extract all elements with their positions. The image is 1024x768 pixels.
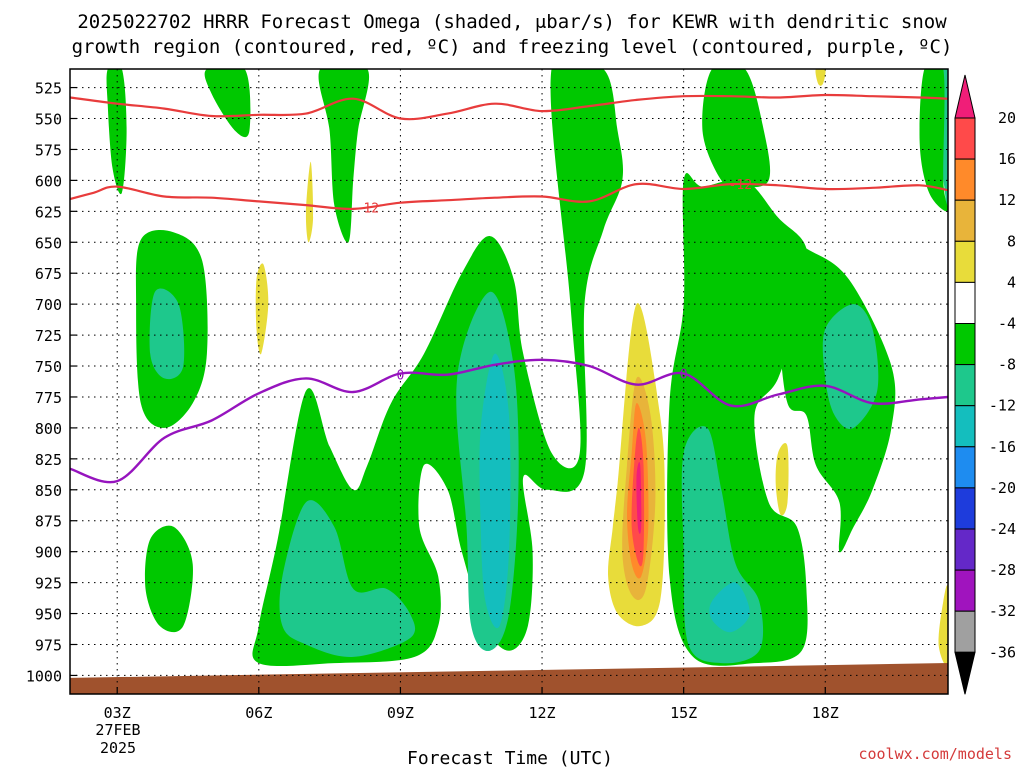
dgz-upper-contour — [70, 93, 948, 121]
y-tick-label-950: 950 — [35, 606, 62, 624]
omega-region-27 — [938, 585, 948, 666]
omega-region-22 — [636, 462, 642, 534]
contour-layer: -12 -12 0 0 — [70, 93, 948, 484]
y-tick-label-600: 600 — [35, 172, 62, 190]
colorbar-label-1: 16 — [998, 150, 1016, 168]
freezing-level-contour — [70, 358, 948, 484]
omega-region-8 — [479, 353, 511, 629]
credit-link[interactable]: coolwx.com/models — [858, 745, 1012, 763]
terrain-surface — [70, 663, 948, 694]
omega-region-0 — [106, 69, 127, 195]
chart-title-line-2: growth region (contoured, red, ºC) and f… — [72, 36, 953, 58]
y-tick-label-550: 550 — [35, 111, 62, 129]
grid-layer — [70, 69, 948, 694]
colorbar-bin-3 — [954, 240, 976, 283]
x-tick-label-18Z: 18Z — [812, 704, 839, 722]
colorbar-label-6: -8 — [998, 356, 1016, 374]
colorbar-bin-6 — [954, 364, 976, 407]
colorbar-label-10: -24 — [989, 520, 1016, 538]
y-tick-label-525: 525 — [35, 80, 62, 98]
colorbar-bin-2 — [954, 199, 976, 242]
omega-region-17 — [919, 69, 948, 212]
y-tick-label-675: 675 — [35, 265, 62, 283]
y-tick-label-850: 850 — [35, 482, 62, 500]
omega-region-13 — [702, 69, 771, 188]
y-tick-label-650: 650 — [35, 234, 62, 252]
y-tick-label-575: 575 — [35, 141, 62, 159]
colorbar-bin-10 — [954, 528, 976, 571]
omega-region-25 — [775, 443, 789, 516]
omega-region-26 — [815, 69, 826, 86]
colorbar-label-13: -36 — [989, 643, 1016, 661]
plot-area: -12 -12 0 0 525 550 575 600 625 650 675 700 725 750 7… — [26, 68, 949, 722]
x-tick-label-06Z: 06Z — [245, 704, 272, 722]
chart-title-line-1: 2025022702 HRRR Forecast Omega (shaded, … — [77, 11, 947, 33]
colorbar-label-9: -20 — [989, 479, 1016, 497]
omega-region-2 — [149, 288, 185, 380]
y-tick-label-875: 875 — [35, 513, 62, 531]
colorbar-bin-8 — [954, 446, 976, 489]
x-sublabel-date: 27FEB — [95, 721, 140, 739]
colorbar-bin-12 — [954, 610, 976, 653]
colorbar-bin-7 — [954, 405, 976, 448]
colorbar-bin-1 — [954, 158, 976, 201]
colorbar-bin-5 — [954, 323, 976, 366]
dgz-minus12-contour — [70, 182, 948, 211]
x-tick-label-12Z: 12Z — [528, 704, 555, 722]
x-axis-title: Forecast Time (UTC) — [407, 748, 613, 768]
colorbar-label-8: -16 — [989, 438, 1016, 456]
omega-region-23 — [305, 161, 314, 243]
y-tick-label-825: 825 — [35, 451, 62, 469]
colorbar-bin-11 — [954, 569, 976, 612]
plot-frame — [69, 68, 949, 695]
contour-label-minus12-a: -12 — [356, 202, 379, 217]
y-tick-label-800: 800 — [35, 420, 62, 438]
y-tick-label-900: 900 — [35, 544, 62, 562]
colorbar-label-3: 8 — [1007, 232, 1016, 250]
omega-region-9 — [318, 69, 370, 243]
y-tick-label-700: 700 — [35, 296, 62, 314]
colorbar-label-11: -28 — [989, 561, 1016, 579]
colorbar-label-7: -12 — [989, 397, 1016, 415]
axis-layer: 525 550 575 600 625 650 675 700 725 750 775 800 825 8… — [26, 80, 839, 722]
contour-label-zero-b: 0 — [680, 367, 688, 382]
colorbar-label-5: -4 — [998, 315, 1016, 333]
y-tick-label-625: 625 — [35, 203, 62, 221]
colorbar-label-2: 12 — [998, 191, 1016, 209]
y-tick-label-975: 975 — [35, 636, 62, 654]
colorbar-bin-9 — [954, 487, 976, 530]
omega-region-5 — [252, 69, 624, 667]
omega-region-15 — [822, 304, 879, 429]
colorbar-top-arrow — [954, 74, 976, 119]
x-sublabel-year: 2025 — [100, 739, 136, 757]
y-tick-label-1000: 1000 — [26, 667, 62, 685]
x-tick-label-03Z: 03Z — [104, 704, 131, 722]
colorbar-label-4: 4 — [1007, 273, 1016, 291]
contour-label-zero-a: 0 — [397, 369, 405, 384]
x-tick-label-15Z: 15Z — [670, 704, 697, 722]
colorbar-label-12: -32 — [989, 602, 1016, 620]
omega-shading — [106, 69, 948, 667]
y-tick-label-750: 750 — [35, 358, 62, 376]
omega-region-3 — [144, 525, 193, 633]
omega-region-24 — [255, 263, 269, 355]
omega-region-4 — [204, 69, 251, 138]
y-tick-label-925: 925 — [35, 575, 62, 593]
y-tick-label-725: 725 — [35, 327, 62, 345]
x-tick-label-09Z: 09Z — [387, 704, 414, 722]
terrain-layer — [70, 663, 948, 694]
y-tick-label-775: 775 — [35, 389, 62, 407]
colorbar-bottom-arrow — [954, 651, 976, 695]
colorbar-label-0: 20 — [998, 109, 1016, 127]
colorbar-bin-4 — [954, 281, 976, 324]
colorbar: 20 16 12 8 4 -4 -8 -12 -16 -20 -24 -28 -32 -36 — [954, 74, 1016, 695]
colorbar-bin-0 — [954, 117, 976, 160]
contour-label-minus12-b: -12 — [729, 178, 752, 193]
omega-region-6 — [279, 500, 416, 657]
omega-region-12 — [709, 582, 750, 633]
